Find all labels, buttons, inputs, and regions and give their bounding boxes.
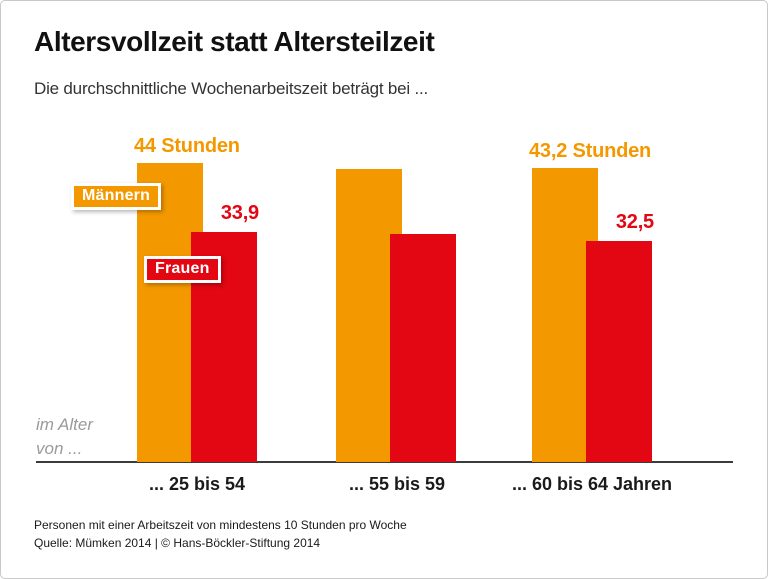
footer: Personen mit einer Arbeitszeit von minde… <box>34 516 407 552</box>
value-label-men-group3: 43,2 Stunden <box>529 140 652 162</box>
x-axis-note: im Alter von ... <box>36 413 93 461</box>
category-label-25-54: ... 25 bis 54 <box>148 474 246 494</box>
category-label-55-59: ... 55 bis 59 <box>348 474 446 494</box>
category-label-60-64: ... 60 bis 64 Jahren <box>511 474 673 494</box>
chart-title: Altersvollzeit statt Altersteilzeit <box>34 26 435 57</box>
value-label-men-group1: 44 Stunden <box>134 135 240 157</box>
value-label-women-group3: 32,5 <box>615 211 654 233</box>
x-axis-line <box>36 461 733 463</box>
legend-badge-women: Frauen <box>144 256 221 283</box>
chart-subtitle: Die durchschnittliche Wochenarbeitszeit … <box>34 79 429 98</box>
value-label-women-group1: 33,9 <box>220 202 259 224</box>
x-axis-note-line1: im Alter <box>36 415 93 434</box>
bar-women-group2 <box>390 234 456 462</box>
footer-note: Personen mit einer Arbeitszeit von minde… <box>34 518 407 532</box>
bar-women-group3 <box>586 241 652 462</box>
legend-badge-men: Männern <box>71 183 162 210</box>
x-axis-note-line2: von ... <box>36 439 83 458</box>
plot-area: 44 Stunden 33,9 43,2 Stunden 32,5 <box>1 1 767 462</box>
footer-source: Quelle: Mümken 2014 | © Hans-Böckler-Sti… <box>34 536 321 550</box>
